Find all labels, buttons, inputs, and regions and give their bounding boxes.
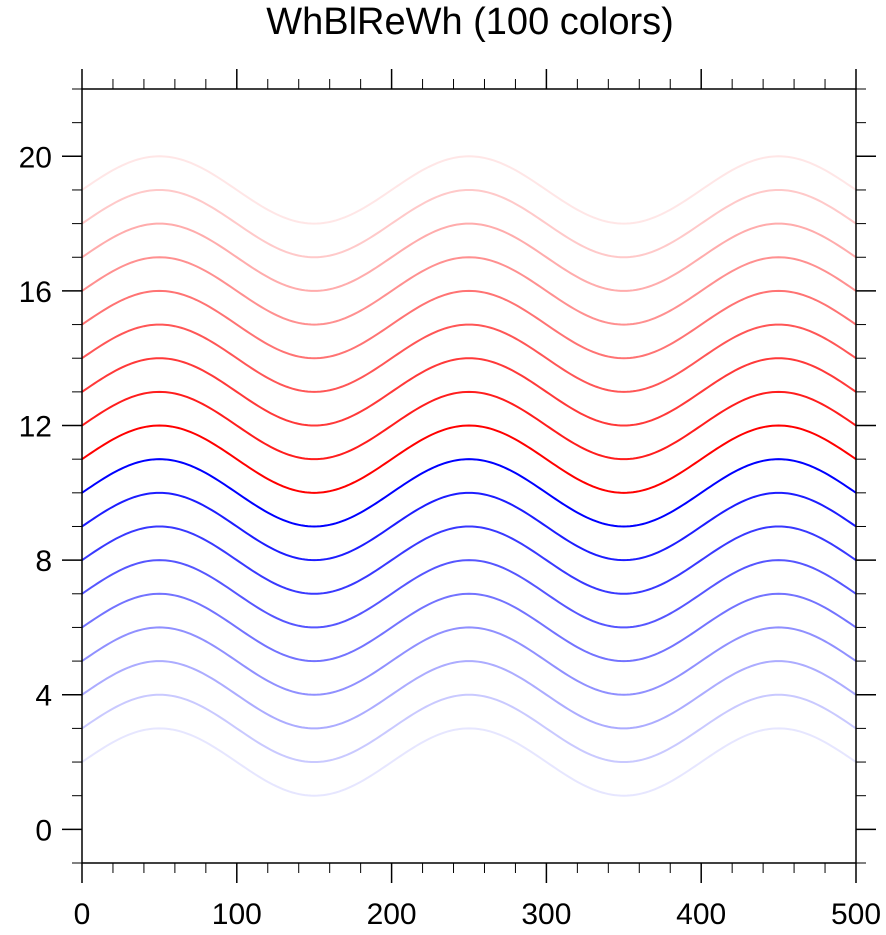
series-line-8 <box>81 525 857 595</box>
plot-frame <box>81 88 857 864</box>
x-tick-label: 400 <box>676 898 726 931</box>
series-line-17 <box>81 222 857 292</box>
ticks: 0 100 200 300 400 500 0 4 8 12 16 20 <box>19 69 881 931</box>
x-tick-label: 300 <box>521 898 571 931</box>
x-tick-label: 200 <box>367 898 417 931</box>
x-tick-label: 0 <box>74 898 91 931</box>
y-tick-label: 0 <box>35 814 52 847</box>
y-tick-label: 20 <box>19 141 52 174</box>
series-line-18 <box>81 188 857 259</box>
chart-title: WhBlReWh (100 colors) <box>266 1 674 43</box>
curves <box>81 155 857 797</box>
y-tick-label: 8 <box>35 545 52 578</box>
series-line-4 <box>81 660 857 730</box>
x-tick-label: 500 <box>831 898 881 931</box>
series-line-7 <box>81 559 857 629</box>
series-line-16 <box>81 256 857 326</box>
series-line-13 <box>81 357 857 427</box>
series-line-6 <box>81 592 857 663</box>
y-tick-label: 4 <box>35 680 52 713</box>
series-line-9 <box>81 491 857 562</box>
series-line-3 <box>81 693 857 764</box>
y-tick-label: 12 <box>19 411 52 444</box>
series-line-19 <box>81 155 857 225</box>
series-line-14 <box>81 323 857 393</box>
series-line-10 <box>81 458 857 528</box>
series-line-12 <box>81 390 857 461</box>
x-tick-label: 100 <box>212 898 262 931</box>
series-line-11 <box>81 424 857 494</box>
series-line-2 <box>81 727 857 797</box>
series-line-5 <box>81 626 857 696</box>
series-line-15 <box>81 289 857 360</box>
y-tick-label: 16 <box>19 276 52 309</box>
